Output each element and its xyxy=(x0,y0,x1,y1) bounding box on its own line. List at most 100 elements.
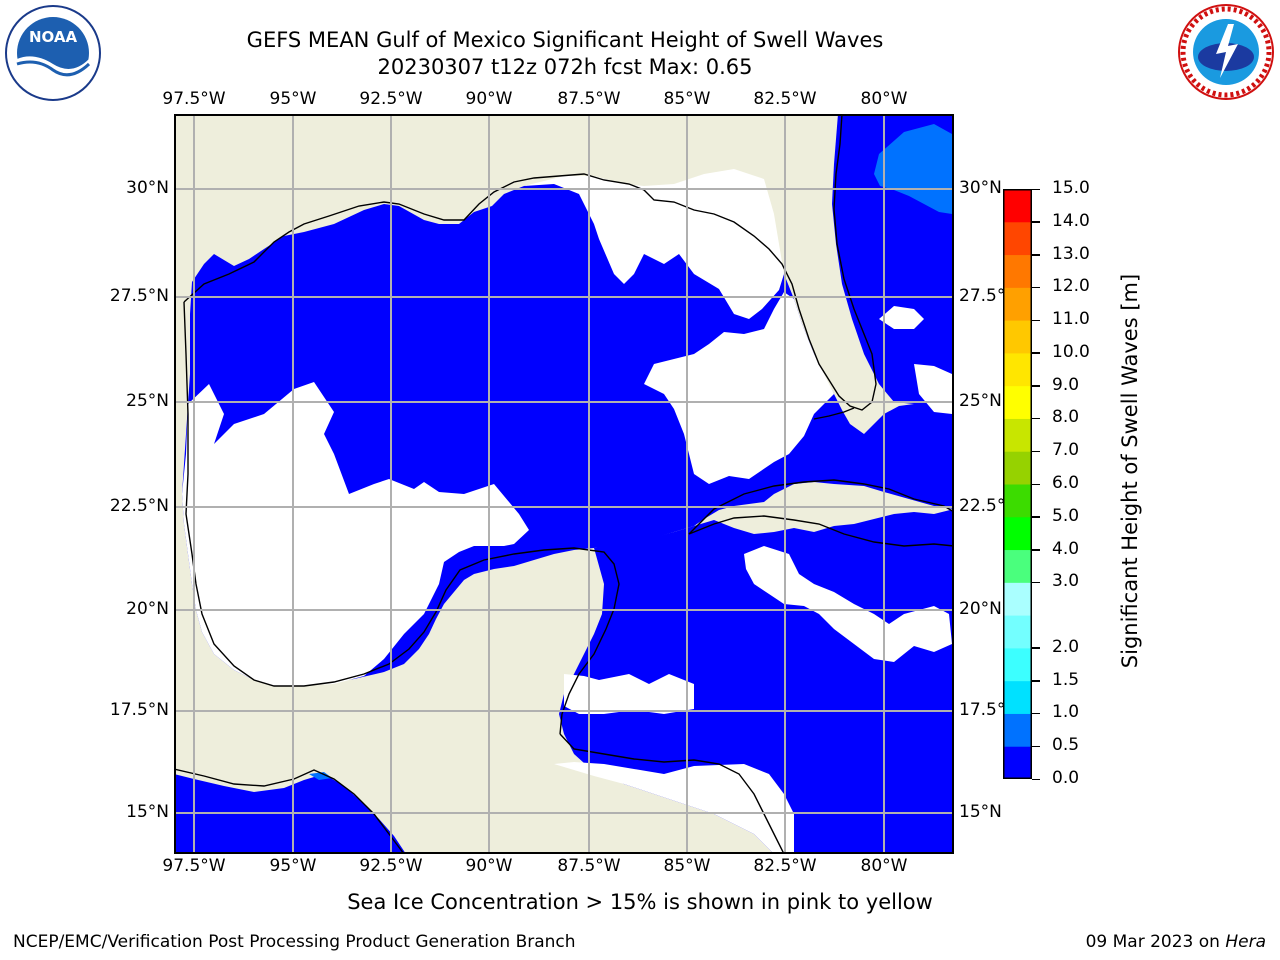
colorbar-segment xyxy=(1003,254,1032,288)
pacific-swell-0.5 xyxy=(309,772,332,780)
colorbar xyxy=(1003,189,1032,779)
lat-tick-label: 15°N xyxy=(959,802,1002,822)
lon-tick-label: 97.5°W xyxy=(162,856,226,876)
colorbar-tick xyxy=(1032,581,1040,584)
colorbar-segment xyxy=(1003,746,1032,779)
pacific-coastline xyxy=(174,768,405,854)
lat-tick-label: 27.5°N xyxy=(109,286,169,306)
lon-tick-label: 90°W xyxy=(465,89,513,109)
colorbar-segment xyxy=(1003,647,1032,682)
svg-text:NOAA: NOAA xyxy=(29,28,78,46)
lon-tick-label: 95°W xyxy=(269,89,317,109)
colorbar-tick-label: 4.0 xyxy=(1052,538,1080,559)
lat-tick-label: 30°N xyxy=(126,178,169,198)
lat-tick-label: 20°N xyxy=(959,599,1002,619)
colorbar-tick-label: 10.0 xyxy=(1052,341,1090,362)
atlantic-swell-0.5 xyxy=(874,124,952,214)
colorbar-tick xyxy=(1032,352,1040,354)
lon-tick-label: 82.5°W xyxy=(753,89,817,109)
lat-tick-label: 25°N xyxy=(126,391,169,411)
map-panel xyxy=(174,114,954,854)
colorbar-tick xyxy=(1032,647,1040,649)
map-frame xyxy=(174,114,954,854)
colorbar-segment xyxy=(1003,189,1032,223)
lat-tick-label: 25°N xyxy=(959,391,1002,411)
colorbar-tick-label: 0.5 xyxy=(1052,735,1080,756)
colorbar-tick xyxy=(1032,778,1040,780)
colorbar-segment xyxy=(1003,320,1032,354)
lon-tick-label: 80°W xyxy=(860,856,908,876)
nws-logo xyxy=(1178,4,1274,100)
colorbar-segment xyxy=(1003,549,1032,583)
loop-current-blank xyxy=(644,292,834,484)
colorbar-segment xyxy=(1003,582,1032,616)
footer-date-text: 09 Mar 2023 on xyxy=(1085,932,1226,952)
colorbar-tick-label: 14.0 xyxy=(1052,210,1090,231)
colorbar-tick xyxy=(1032,450,1040,453)
florida-keys-coastline xyxy=(813,407,855,420)
footer-host: Hera xyxy=(1225,932,1266,952)
central-america-coastline xyxy=(559,733,785,854)
colorbar-tick xyxy=(1032,712,1040,715)
lon-tick-label: 80°W xyxy=(860,89,908,109)
colorbar-segment xyxy=(1003,484,1032,518)
colorbar-segment xyxy=(1003,418,1032,452)
colorbar-tick-label: 5.0 xyxy=(1052,505,1080,526)
lon-tick-label: 92.5°W xyxy=(359,89,423,109)
colorbar-tick-label: 2.0 xyxy=(1052,636,1080,657)
colorbar-tick xyxy=(1032,745,1040,748)
colorbar-segment xyxy=(1003,713,1032,747)
colorbar-tick xyxy=(1032,549,1040,551)
colorbar-segment xyxy=(1003,615,1032,649)
lat-tick-label: 15°N xyxy=(126,802,169,822)
colorbar-tick xyxy=(1032,483,1040,485)
bahamas-blank xyxy=(879,306,924,329)
colorbar-tick-label: 15.0 xyxy=(1052,178,1090,198)
sea-ice-caption: Sea Ice Concentration > 15% is shown in … xyxy=(347,890,933,914)
lon-tick-label: 85°W xyxy=(663,89,711,109)
colorbar-tick xyxy=(1032,286,1040,289)
lat-tick-label: 20°N xyxy=(126,599,169,619)
colorbar-tick-label: 13.0 xyxy=(1052,243,1090,264)
colorbar-tick xyxy=(1032,385,1040,387)
lon-tick-label: 95°W xyxy=(269,856,317,876)
noaa-logo: NOAA xyxy=(5,5,101,101)
colorbar-tick xyxy=(1032,417,1040,420)
colorbar-tick-label: 11.0 xyxy=(1052,309,1090,330)
yucatan-blank xyxy=(564,674,694,714)
colorbar-tick-label: 0.0 xyxy=(1052,768,1080,788)
colorbar-tick-label: 8.0 xyxy=(1052,407,1080,428)
colorbar-tick-label: 3.0 xyxy=(1052,571,1080,592)
colorbar-tick xyxy=(1032,680,1040,682)
lon-tick-label: 90°W xyxy=(465,856,513,876)
lon-tick-label: 82.5°W xyxy=(753,856,817,876)
colorbar-tick xyxy=(1032,319,1040,322)
lat-tick-label: 30°N xyxy=(959,178,1002,198)
colorbar-segment xyxy=(1003,352,1032,387)
colorbar-tick-label: 7.0 xyxy=(1052,440,1080,461)
lon-tick-label: 85°W xyxy=(663,856,711,876)
colorbar-segment xyxy=(1003,680,1032,714)
colorbar-segment xyxy=(1003,221,1032,256)
honduras-blank xyxy=(554,762,794,854)
colorbar-segment xyxy=(1003,287,1032,321)
colorbar-label: Significant Height of Swell Waves [m] xyxy=(1118,273,1142,669)
colorbar-tick-label: 6.0 xyxy=(1052,473,1080,493)
colorbar-tick-label: 12.0 xyxy=(1052,276,1090,297)
lat-tick-label: 17.5°N xyxy=(109,700,169,720)
colorbar-tick xyxy=(1032,254,1040,256)
cuba-coastline xyxy=(688,479,954,547)
lon-tick-label: 87.5°W xyxy=(557,89,621,109)
colorbar-segment xyxy=(1003,385,1032,419)
colorbar-tick xyxy=(1032,516,1040,518)
cayman-blank xyxy=(744,546,952,662)
grid-layer xyxy=(174,114,954,854)
colorbar-segment xyxy=(1003,516,1032,551)
footer-date: 09 Mar 2023 on Hera xyxy=(1086,932,1266,952)
lon-tick-label: 87.5°W xyxy=(557,856,621,876)
colorbar-tick-label: 1.5 xyxy=(1052,669,1080,690)
colorbar-segment xyxy=(1003,451,1032,485)
colorbar-tick-label: 1.0 xyxy=(1052,702,1080,723)
lon-tick-label: 92.5°W xyxy=(359,856,423,876)
chart-title-line2: 20230307 t12z 072h fcst Max: 0.65 xyxy=(377,55,753,79)
